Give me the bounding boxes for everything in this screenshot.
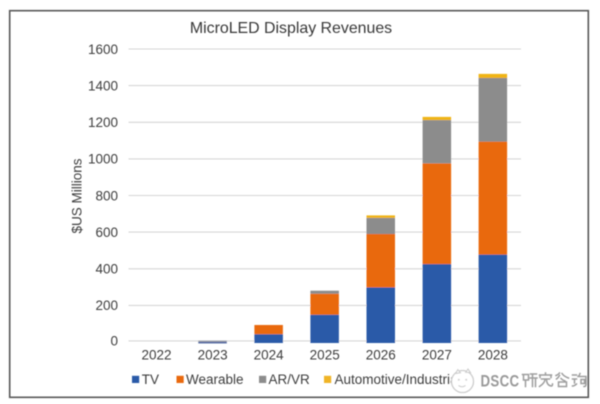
- svg-text:TV: TV: [142, 372, 159, 387]
- svg-text:1400: 1400: [88, 78, 118, 93]
- svg-text:$US Millions: $US Millions: [70, 158, 85, 233]
- svg-text:2023: 2023: [198, 348, 228, 363]
- svg-text:Automotive/Industrial: Automotive/Industrial: [335, 372, 461, 387]
- svg-text:1600: 1600: [88, 42, 118, 57]
- svg-text:600: 600: [95, 225, 118, 240]
- svg-text:800: 800: [95, 188, 118, 203]
- svg-text:200: 200: [95, 298, 118, 313]
- svg-text:2022: 2022: [141, 348, 171, 363]
- svg-text:400: 400: [95, 262, 118, 277]
- svg-text:1200: 1200: [88, 115, 118, 130]
- svg-text:MicroLED Display Revenues: MicroLED Display Revenues: [190, 20, 392, 37]
- svg-text:2026: 2026: [366, 348, 396, 363]
- svg-text:0: 0: [110, 334, 118, 349]
- svg-text:DSCC: DSCC: [481, 372, 520, 391]
- svg-text:AR/VR: AR/VR: [269, 372, 311, 387]
- svg-text:2027: 2027: [422, 348, 452, 363]
- svg-text:Wearable: Wearable: [186, 372, 244, 387]
- svg-text:2028: 2028: [478, 348, 508, 363]
- svg-text:2025: 2025: [310, 348, 340, 363]
- svg-text:1000: 1000: [88, 152, 118, 167]
- svg-text:2024: 2024: [254, 348, 285, 363]
